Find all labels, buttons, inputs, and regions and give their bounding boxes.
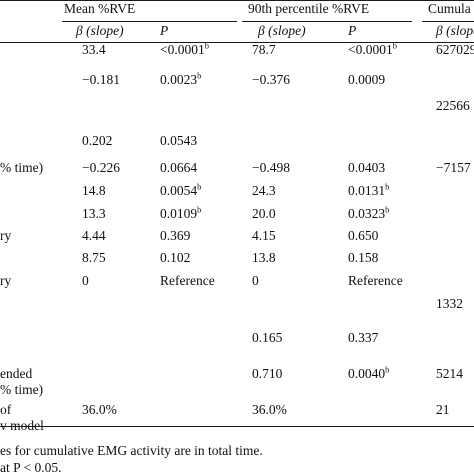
significance-marker: b (385, 364, 390, 375)
row-2-p-90th: 0.0009 (348, 72, 386, 87)
significance-marker: b (197, 70, 202, 81)
row-1-beta-mean: 33.4 (82, 42, 106, 57)
row-2-p-mean: 0.0023b (160, 70, 202, 87)
row-8-p-mean: 0.369 (160, 228, 191, 243)
subheader-beta-2: β (slope) (258, 23, 306, 38)
row-10-label: ry (0, 273, 12, 288)
table-bottom-rule (0, 426, 474, 427)
header-90th-percentile-rve: 90th percentile %RVE (248, 1, 370, 16)
row-9-beta-90th: 13.8 (252, 250, 276, 265)
row-15-beta-mean: 36.0% (82, 402, 117, 417)
row-13-beta-90th: 0.710 (252, 366, 283, 381)
row-13-p-90th: 0.0040b (348, 364, 390, 381)
row-14-label: % time) (0, 382, 44, 397)
significance-marker: b (197, 204, 202, 215)
row-5-p-mean: 0.0664 (160, 160, 198, 175)
header-bottom-rule (0, 42, 474, 43)
row-13-cumulative: 5214 (436, 366, 463, 381)
row-13-label: ended (0, 366, 33, 381)
row-5-p-90th: 0.0403 (348, 160, 386, 175)
footnote-b-text: at P < 0.05. (0, 460, 62, 474)
row-11-cumulative: 1332 (436, 296, 463, 311)
row-5-cumulative: −7157 (436, 160, 471, 175)
row-15-cumulative: 21 (436, 402, 450, 417)
row-15-beta-90th: 36.0% (252, 402, 287, 417)
table-top-rule (0, 0, 474, 1)
significance-marker: b (385, 181, 390, 192)
row-7-beta-mean: 13.3 (82, 206, 106, 221)
row-9-p-mean: 0.102 (160, 250, 191, 265)
significance-marker: b (385, 204, 390, 215)
group1-underline (62, 21, 237, 22)
row-6-beta-90th: 24.3 (252, 183, 276, 198)
row-6-p-90th: 0.0131b (348, 181, 390, 198)
row-9-p-90th: 0.158 (348, 250, 379, 265)
row-16-label: v model (0, 418, 44, 433)
row-4-beta-mean: 0.202 (82, 133, 113, 148)
significance-marker: b (204, 40, 209, 51)
group3-underline (422, 21, 474, 22)
row-6-beta-mean: 14.8 (82, 183, 106, 198)
row-12-p-90th: 0.337 (348, 330, 379, 345)
row-4-p-mean: 0.0543 (160, 133, 198, 148)
row-1-p-90th: <0.0001b (348, 40, 397, 57)
group2-underline (242, 21, 412, 22)
row-2-beta-90th: −0.376 (252, 72, 290, 87)
row-8-p-90th: 0.650 (348, 228, 379, 243)
row-10-beta-mean: 0 (82, 273, 89, 288)
significance-marker: b (197, 181, 202, 192)
footnote-b: at P < 0.05. (0, 460, 62, 474)
subheader-beta-3: β (slope) (436, 23, 474, 38)
row-8-beta-mean: 4.44 (82, 228, 106, 243)
row-7-beta-90th: 20.0 (252, 206, 276, 221)
significance-marker: b (392, 40, 397, 51)
row-5-label: % time) (0, 160, 44, 175)
row-7-p-90th: 0.0323b (348, 204, 390, 221)
row-15-label: of (0, 402, 12, 417)
row-12-beta-90th: 0.165 (252, 330, 283, 345)
row-7-p-mean: 0.0109b (160, 204, 202, 221)
row-10-p-mean: Reference (160, 273, 215, 288)
subheader-p-1: P (160, 23, 169, 38)
row-3-cumulative: 22566 (436, 98, 470, 113)
header-mean-rve: Mean %RVE (64, 1, 136, 16)
row-5-beta-90th: −0.498 (252, 160, 290, 175)
row-9-beta-mean: 8.75 (82, 250, 106, 265)
row-6-p-mean: 0.0054b (160, 181, 202, 198)
row-1-beta-90th: 78.7 (252, 42, 276, 57)
row-2-beta-mean: −0.181 (82, 72, 120, 87)
row-8-label: ry (0, 228, 12, 243)
subheader-p-2: P (348, 23, 357, 38)
subheader-beta-1: β (slope) (76, 23, 124, 38)
row-1-cumulative: 627029 (436, 42, 474, 57)
footnote-a: es for cumulative EMG activity are in to… (0, 443, 263, 458)
row-10-beta-90th: 0 (252, 273, 259, 288)
row-5-beta-mean: −0.226 (82, 160, 120, 175)
row-10-p-90th: Reference (348, 273, 403, 288)
row-8-beta-90th: 4.15 (252, 228, 276, 243)
row-1-p-mean: <0.0001b (160, 40, 209, 57)
header-cumulative: Cumula (428, 1, 471, 16)
